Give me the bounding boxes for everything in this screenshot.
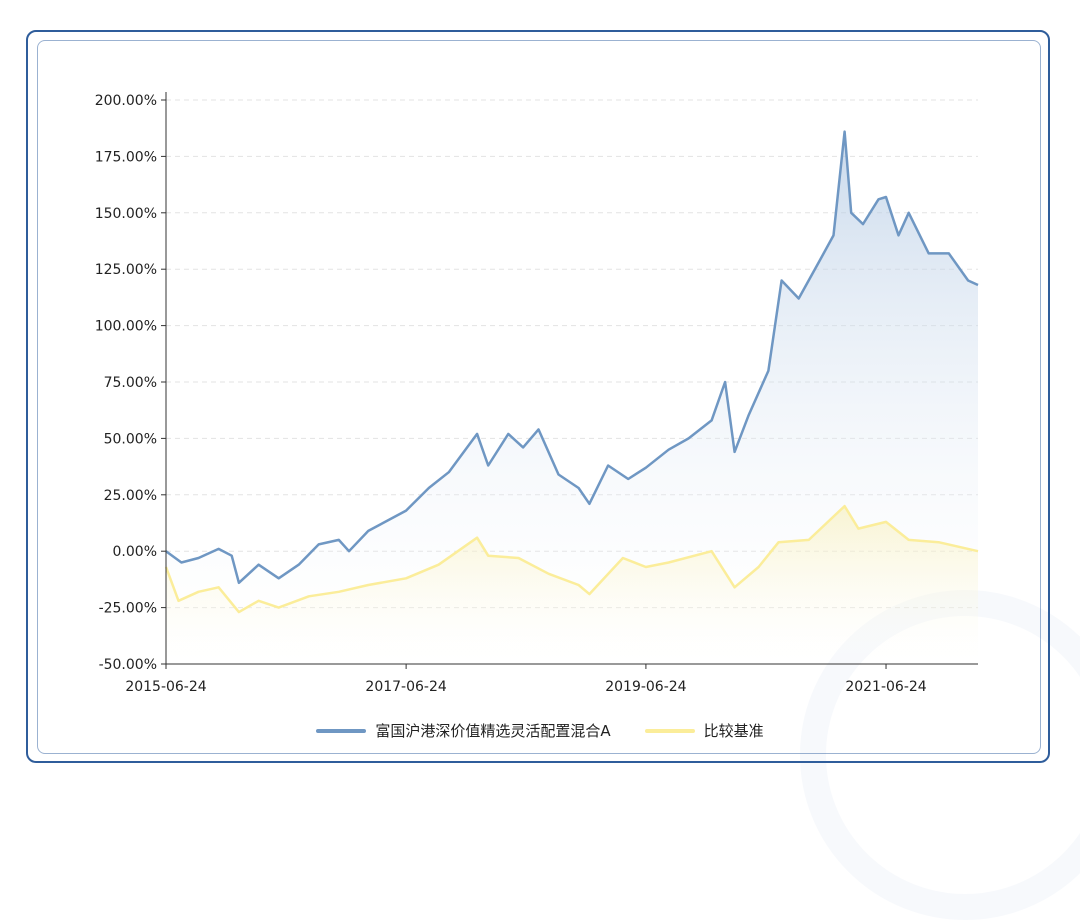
y-tick-label: 200.00% bbox=[95, 93, 157, 109]
line-benchmark bbox=[164, 504, 979, 614]
outer-frame bbox=[26, 30, 1050, 763]
legend-label-fund: 富国沪港深价值精选灵活配置混合A bbox=[375, 722, 611, 740]
line-layer bbox=[164, 130, 979, 614]
legend: 富国沪港深价值精选灵活配置混合A 比较基准 bbox=[0, 720, 1080, 741]
inner-frame bbox=[37, 40, 1041, 754]
x-tick-label: 2021-06-24 bbox=[845, 679, 926, 695]
legend-label-benchmark: 比较基准 bbox=[703, 722, 764, 740]
y-tick-label: -50.00% bbox=[99, 657, 157, 673]
line-fund bbox=[165, 130, 979, 585]
y-tick-label: 150.00% bbox=[95, 206, 157, 222]
axis-layer: 200.00% 175.00% 150.00% 125.00% 100.00% 75.00… bbox=[95, 92, 978, 695]
y-tick-label: 0.00% bbox=[113, 544, 157, 560]
y-tick-label: -25.00% bbox=[99, 601, 157, 617]
y-tick-label: 125.00% bbox=[95, 262, 157, 278]
y-tick-label: 50.00% bbox=[104, 431, 157, 447]
legend-swatch-fund bbox=[316, 728, 367, 733]
performance-chart: 200.00% 175.00% 150.00% 125.00% 100.00% 75.00… bbox=[95, 92, 979, 695]
y-tick-label: 175.00% bbox=[95, 149, 157, 165]
y-tick-label: 25.00% bbox=[104, 488, 157, 504]
legend-swatch-benchmark bbox=[644, 728, 695, 733]
x-tick-label: 2017-06-24 bbox=[365, 679, 446, 695]
area-layer bbox=[166, 131, 978, 665]
x-tick-label: 2019-06-24 bbox=[605, 679, 686, 695]
legend-item-benchmark[interactable]: 比较基准 bbox=[644, 720, 764, 741]
y-tick-label: 100.00% bbox=[95, 319, 157, 335]
y-tick-label: 75.00% bbox=[104, 375, 157, 391]
legend-item-fund[interactable]: 富国沪港深价值精选灵活配置混合A bbox=[316, 720, 611, 741]
x-tick-label: 2015-06-24 bbox=[125, 679, 206, 695]
area-fund bbox=[166, 131, 978, 665]
